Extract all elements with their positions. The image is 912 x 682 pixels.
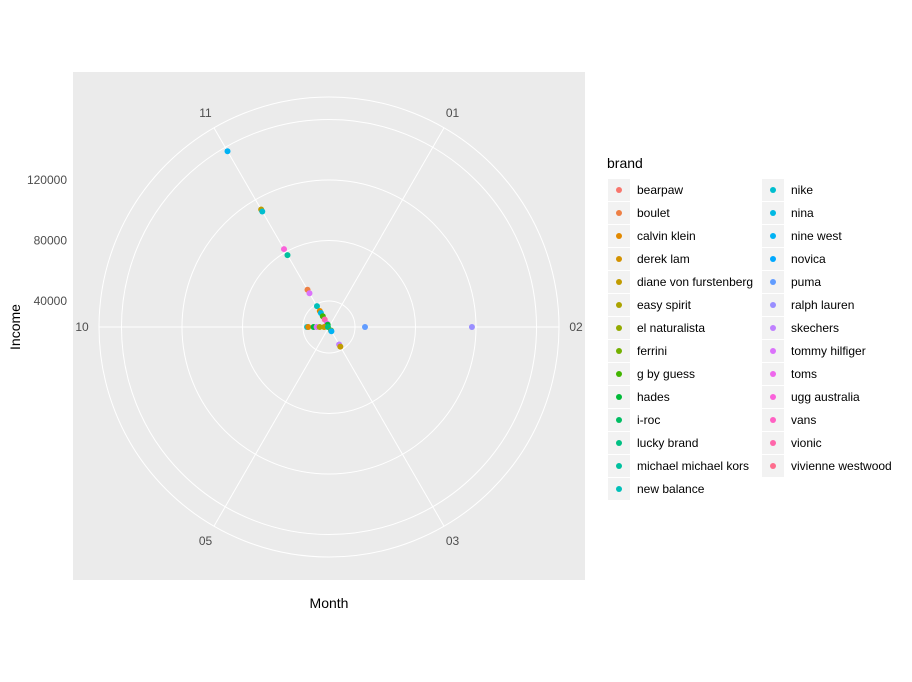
data-point	[468, 324, 475, 330]
legend-key	[770, 394, 776, 400]
legend-key	[770, 279, 776, 285]
legend-label: derek lam	[637, 252, 690, 266]
legend-label: diane von furstenberg	[637, 275, 753, 289]
legend-label: i-roc	[637, 413, 660, 427]
data-point	[284, 252, 291, 259]
legend-label: ugg australia	[791, 390, 860, 404]
theta-tick-label: 02	[569, 320, 583, 334]
data-point	[259, 208, 266, 215]
legend-label: el naturalista	[637, 321, 705, 335]
legend-key	[616, 233, 622, 239]
legend-key	[616, 348, 622, 354]
points	[224, 148, 475, 350]
legend-key	[616, 394, 622, 400]
legend-key	[770, 440, 776, 446]
legend-label: boulet	[637, 206, 670, 220]
legend-key	[616, 325, 622, 331]
data-point	[337, 343, 344, 350]
legend-key	[616, 463, 622, 469]
legend-key	[770, 348, 776, 354]
theta-tick-label: 05	[199, 534, 213, 548]
legend-key	[616, 486, 622, 492]
grid-spoke	[213, 326, 330, 527]
legend-key	[770, 417, 776, 423]
legend-key	[770, 210, 776, 216]
legend-label: ferrini	[637, 344, 667, 358]
y-axis-title: Income	[7, 304, 23, 350]
legend-key	[770, 302, 776, 308]
legend-label: nine west	[791, 229, 842, 243]
legend-label: toms	[791, 367, 817, 381]
grid	[98, 96, 560, 558]
data-point	[306, 290, 313, 297]
legend-label: bearpaw	[637, 183, 683, 197]
theta-tick-label: 11	[199, 106, 212, 120]
legend-label: lucky brand	[637, 436, 698, 450]
legend-key	[616, 187, 622, 193]
x-axis-title: Month	[310, 595, 349, 611]
legend-key	[770, 371, 776, 377]
data-point	[316, 324, 323, 330]
legend-key	[616, 371, 622, 377]
legend-label: vans	[791, 413, 816, 427]
data-point	[224, 148, 231, 155]
legend-label: new balance	[637, 482, 705, 496]
legend-key	[616, 302, 622, 308]
legend-key	[770, 256, 776, 262]
legend-label: g by guess	[637, 367, 695, 381]
legend-key	[770, 233, 776, 239]
legend-title: brand	[607, 155, 643, 171]
legend-label: novica	[791, 252, 826, 266]
legend-key	[770, 325, 776, 331]
data-point	[305, 324, 312, 330]
legend-label: ralph lauren	[791, 298, 854, 312]
legend: bearpaw boulet calvin klein derek lam diane …	[608, 179, 892, 500]
legend-key	[616, 256, 622, 262]
legend-label: calvin klein	[637, 229, 696, 243]
legend-label: skechers	[791, 321, 839, 335]
r-tick-label: 80000	[34, 233, 68, 247]
legend-key	[616, 210, 622, 216]
legend-label: easy spirit	[637, 298, 692, 312]
legend-key	[616, 417, 622, 423]
grid-spoke	[328, 326, 445, 527]
theta-tick-label: 10	[75, 320, 89, 334]
theta-tick-label: 03	[446, 534, 460, 548]
data-point	[313, 303, 320, 310]
legend-key	[770, 463, 776, 469]
legend-key	[770, 187, 776, 193]
legend-label: nina	[791, 206, 814, 220]
data-point	[328, 328, 335, 335]
legend-label: hades	[637, 390, 670, 404]
legend-key	[616, 279, 622, 285]
grid-spoke	[328, 127, 445, 328]
r-tick-label: 120000	[27, 173, 67, 187]
legend-label: tommy hilfiger	[791, 344, 866, 358]
data-point	[281, 246, 288, 253]
r-tick-label: 40000	[34, 294, 68, 308]
legend-label: vionic	[791, 436, 822, 450]
theta-tick-label: 01	[446, 106, 460, 120]
legend-label: vivienne westwood	[791, 459, 892, 473]
legend-label: michael michael kors	[637, 459, 749, 473]
legend-label: puma	[791, 275, 821, 289]
legend-key	[616, 440, 622, 446]
legend-label: nike	[791, 183, 813, 197]
data-point	[361, 324, 368, 330]
